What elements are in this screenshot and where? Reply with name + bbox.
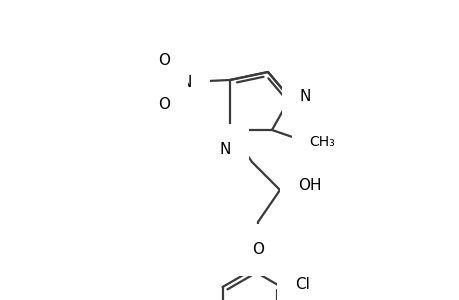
Text: O: O bbox=[157, 97, 170, 112]
Text: N: N bbox=[219, 142, 230, 157]
Text: N: N bbox=[180, 74, 191, 89]
Text: N: N bbox=[299, 88, 311, 104]
Text: Cl: Cl bbox=[295, 278, 310, 292]
Text: O: O bbox=[252, 242, 263, 257]
Text: O: O bbox=[157, 52, 170, 68]
Text: OH: OH bbox=[297, 178, 321, 194]
Text: CH₃: CH₃ bbox=[308, 135, 334, 149]
